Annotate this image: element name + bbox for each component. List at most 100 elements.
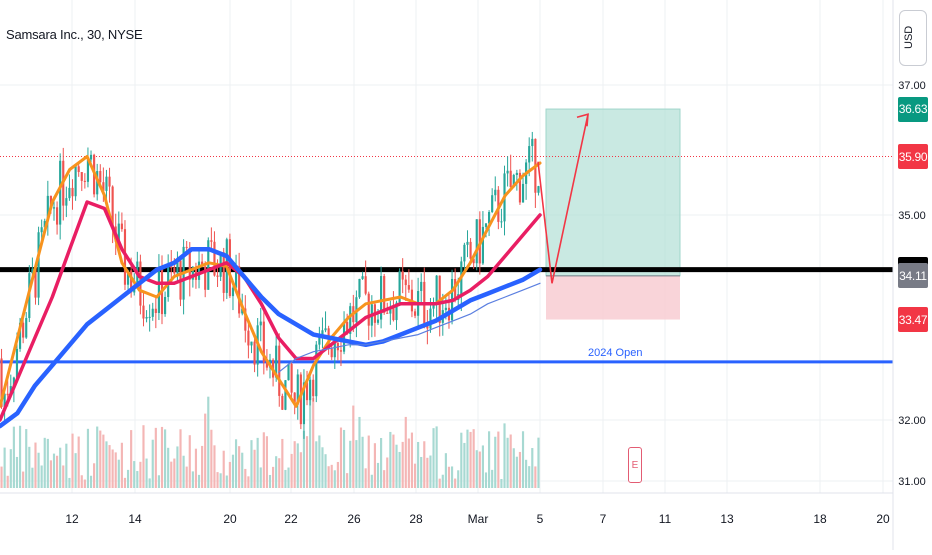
candle-body <box>204 266 207 290</box>
candle-body <box>68 187 71 199</box>
position-zones <box>545 108 681 320</box>
volume-bar <box>210 429 213 488</box>
candle-body <box>40 227 43 233</box>
volume-bar <box>108 445 111 488</box>
volume-bar <box>204 413 207 488</box>
candle-body <box>213 241 216 276</box>
candle-body <box>299 374 302 425</box>
volume-bar <box>299 452 302 488</box>
volume-bar <box>6 475 9 488</box>
volume-bar <box>173 458 176 488</box>
candle-body <box>528 146 531 163</box>
volume-bar <box>228 461 231 488</box>
volume-bar <box>182 455 185 488</box>
candle-body <box>518 172 522 203</box>
volume-bar <box>93 463 96 488</box>
volume-bar <box>432 428 435 488</box>
candle-body <box>404 279 407 286</box>
volume-bar <box>466 429 469 488</box>
volume-bar <box>315 441 318 488</box>
volume-bar <box>503 423 506 488</box>
volume-bar <box>302 430 306 488</box>
volume-bar <box>126 469 130 488</box>
y-tick-label: 31.00 <box>898 476 926 488</box>
volume-bar <box>346 473 349 488</box>
candle-body <box>108 176 111 187</box>
candle-body <box>120 223 123 230</box>
candle-body <box>318 336 321 345</box>
volume-bar <box>18 425 22 488</box>
volume-bar <box>136 471 139 488</box>
candle-body <box>25 318 28 338</box>
volume-bar <box>120 442 123 488</box>
volume-bar <box>509 434 512 488</box>
volume-bar <box>528 466 531 488</box>
volume-bar <box>157 475 160 488</box>
candle-body <box>512 175 515 188</box>
earnings-marker[interactable]: E <box>628 447 642 483</box>
volume-bar <box>518 451 522 488</box>
candle-body <box>389 307 392 314</box>
volume-bar <box>361 436 364 488</box>
volume-bar <box>287 467 290 488</box>
volume-bar <box>74 453 77 488</box>
candle-body <box>197 261 201 280</box>
volume-bar <box>278 458 281 488</box>
volume-bar <box>478 451 481 488</box>
volume-bar <box>349 440 352 488</box>
volume-bar <box>259 467 262 488</box>
candle-body <box>145 317 148 319</box>
volume-bar <box>312 397 315 488</box>
candle-body <box>3 393 6 407</box>
volume-bar <box>56 455 59 488</box>
candle-body <box>309 379 312 401</box>
volume-bar <box>324 454 327 488</box>
volume-bar <box>413 463 417 488</box>
candle-body <box>333 342 336 358</box>
candle-body <box>241 308 244 314</box>
volume-bar <box>9 449 12 488</box>
candle-body <box>469 241 472 259</box>
candle-body <box>77 166 80 173</box>
candle-body <box>52 207 56 209</box>
currency-button[interactable]: USD <box>899 10 927 66</box>
volume-bar <box>447 466 451 488</box>
candle-body <box>472 258 475 264</box>
volume-bar <box>37 452 40 488</box>
candle-body <box>234 266 238 288</box>
volume-bar <box>219 473 222 488</box>
candle-body <box>386 312 389 314</box>
volume-bar <box>234 439 238 488</box>
volume-bar <box>309 388 312 488</box>
volume-bar <box>201 445 204 488</box>
candle-body <box>265 362 268 368</box>
y-tick-label: 37.00 <box>898 80 926 92</box>
volume-bar <box>426 457 429 488</box>
open-level-label: 2024 Open <box>588 347 642 359</box>
candle-body <box>117 223 120 242</box>
volume-bar <box>49 460 52 488</box>
candle-body <box>296 374 299 405</box>
candle-body <box>111 186 114 227</box>
candle-body <box>244 308 247 331</box>
price-tag-stop: 33.47 <box>898 307 928 333</box>
x-tick-label: 28 <box>409 512 423 526</box>
volume-bar <box>534 466 537 488</box>
candle-body <box>247 330 250 346</box>
candle-body <box>262 321 265 363</box>
candle-body <box>142 305 145 319</box>
volume-bar <box>352 405 355 488</box>
volume-bar <box>52 453 56 488</box>
candle-body <box>173 267 176 274</box>
candle-body <box>435 275 438 305</box>
candle-body <box>401 271 404 280</box>
volume-bar <box>491 469 494 488</box>
volume-bar <box>86 428 90 488</box>
volume-bar <box>342 429 346 488</box>
volume-bar <box>43 437 46 488</box>
candle-body <box>509 170 512 188</box>
candle-body <box>188 247 191 280</box>
